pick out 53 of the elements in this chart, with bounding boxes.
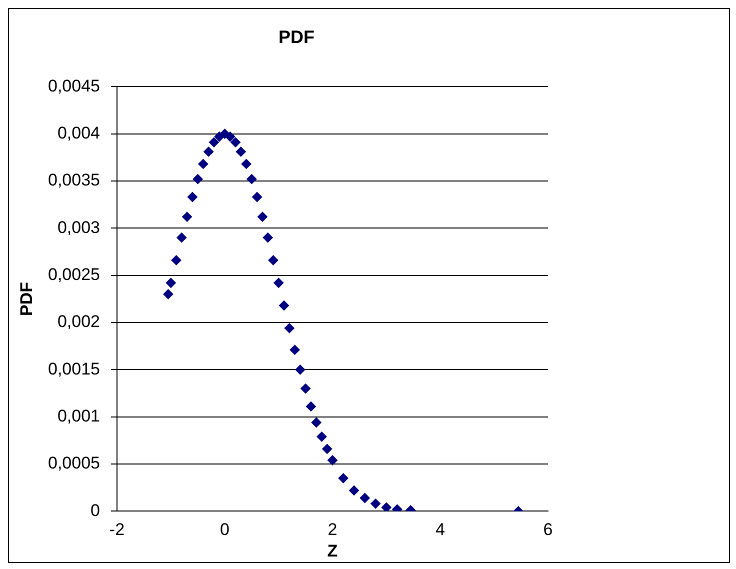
point <box>204 146 214 157</box>
y-tick-label: 0,002 <box>57 312 100 332</box>
x-tick-label: 4 <box>436 520 445 540</box>
point <box>166 278 176 288</box>
y-tick-label: 0,0035 <box>48 170 100 190</box>
point <box>208 137 219 148</box>
y-tick-label: 0,0015 <box>48 359 100 378</box>
point <box>163 289 174 300</box>
point <box>187 192 198 202</box>
point <box>349 485 360 496</box>
x-tick-label: 2 <box>328 520 338 540</box>
point <box>322 444 332 454</box>
point <box>241 158 252 169</box>
x-tick-label: 6 <box>543 520 553 540</box>
point <box>370 498 381 509</box>
point <box>268 255 278 266</box>
point <box>284 323 294 334</box>
x-axis-title: Z <box>327 541 338 560</box>
point <box>225 132 236 142</box>
point <box>360 492 370 503</box>
point <box>279 300 290 311</box>
point <box>182 212 192 222</box>
point <box>252 192 262 202</box>
chart-title: PDF <box>278 26 315 47</box>
point <box>171 255 182 266</box>
point <box>176 232 187 243</box>
point <box>381 502 392 512</box>
point <box>257 212 268 222</box>
point <box>262 232 273 243</box>
point <box>300 384 311 394</box>
x-tick-label: 0 <box>220 520 230 540</box>
y-axis-title: PDF <box>17 282 37 316</box>
x-tick-label: -2 <box>109 520 125 540</box>
point <box>198 158 208 169</box>
y-tick-label: 0,004 <box>57 123 100 142</box>
point <box>316 432 327 442</box>
point <box>295 364 306 375</box>
point <box>274 278 284 288</box>
point <box>246 174 257 184</box>
point <box>230 137 241 148</box>
y-tick-label: 0,0005 <box>48 454 100 473</box>
point <box>192 174 203 184</box>
y-tick-label: 0 <box>90 500 100 520</box>
point <box>311 418 322 428</box>
y-tick-label: 0,0045 <box>48 76 100 96</box>
y-tick-label: 0,003 <box>57 218 100 237</box>
y-tick-label: 0,001 <box>57 406 100 426</box>
point <box>290 344 300 355</box>
point <box>338 473 348 484</box>
y-tick-label: 0,0025 <box>48 265 100 284</box>
point <box>236 146 246 157</box>
point <box>328 455 338 466</box>
point <box>306 401 316 412</box>
